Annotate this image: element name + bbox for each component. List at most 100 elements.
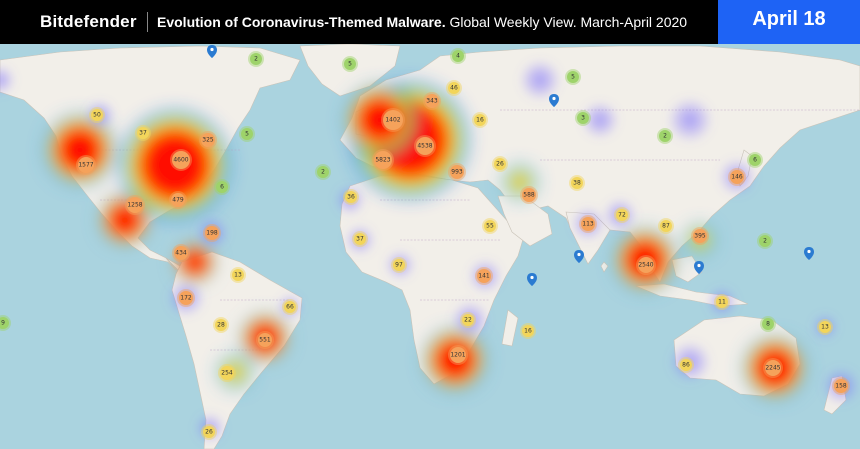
cluster-marker-dot[interactable]: [232, 269, 244, 281]
cluster-marker-dot[interactable]: [216, 181, 228, 193]
cluster-marker-dot[interactable]: [522, 325, 534, 337]
cluster-marker[interactable]: 158: [832, 377, 850, 395]
cluster-marker[interactable]: 72: [614, 207, 630, 223]
location-pins[interactable]: [207, 45, 814, 286]
cluster-marker[interactable]: 50: [89, 107, 105, 123]
cluster-marker[interactable]: 5823: [372, 149, 394, 171]
cluster-marker[interactable]: 36: [343, 189, 359, 205]
cluster-marker[interactable]: 5: [342, 56, 358, 72]
cluster-marker[interactable]: 2540: [636, 255, 656, 275]
cluster-marker[interactable]: 97: [391, 257, 407, 273]
cluster-marker-dot[interactable]: [834, 379, 848, 393]
cluster-marker-dot[interactable]: [477, 269, 491, 283]
cluster-marker-dot[interactable]: [171, 193, 185, 207]
cluster-marker[interactable]: 4538: [414, 135, 436, 157]
cluster-marker[interactable]: 343: [423, 92, 441, 110]
cluster-marker[interactable]: 55: [482, 218, 498, 234]
cluster-marker[interactable]: 87: [658, 218, 674, 234]
cluster-marker-dot[interactable]: [172, 151, 190, 169]
cluster-marker[interactable]: 113: [579, 215, 597, 233]
cluster-marker[interactable]: 28: [213, 317, 229, 333]
cluster-marker[interactable]: 37: [135, 125, 151, 141]
cluster-marker-dot[interactable]: [581, 217, 595, 231]
cluster-marker-dot[interactable]: [374, 151, 392, 169]
cluster-marker-dot[interactable]: [354, 233, 366, 245]
cluster-marker[interactable]: 16: [520, 323, 536, 339]
cluster-marker-dot[interactable]: [241, 128, 253, 140]
cluster-marker-dot[interactable]: [205, 226, 219, 240]
cluster-marker-dot[interactable]: [91, 109, 103, 121]
map-pin-icon[interactable]: [527, 273, 537, 286]
cluster-marker-dot[interactable]: [393, 259, 405, 271]
cluster-marker[interactable]: 3: [575, 110, 591, 126]
cluster-marker-dot[interactable]: [462, 314, 474, 326]
cluster-marker-dot[interactable]: [220, 366, 234, 380]
cluster-marker[interactable]: 993: [448, 163, 466, 181]
world-map[interactable]: 1402343453858239934600325157712584792540…: [0, 44, 860, 449]
cluster-marker-dot[interactable]: [78, 157, 94, 173]
map-pin-icon[interactable]: [804, 247, 814, 260]
cluster-marker[interactable]: 38: [569, 175, 585, 191]
cluster-marker[interactable]: 254: [218, 364, 236, 382]
cluster-marker[interactable]: 2: [315, 164, 331, 180]
cluster-marker-dot[interactable]: [680, 359, 692, 371]
cluster-marker[interactable]: 395: [691, 227, 709, 245]
cluster-marker[interactable]: 6: [214, 179, 230, 195]
cluster-marker-dot[interactable]: [383, 110, 403, 130]
cluster-marker[interactable]: 2245: [763, 358, 783, 378]
cluster-marker[interactable]: 588: [520, 186, 538, 204]
cluster-marker-dot[interactable]: [127, 197, 143, 213]
cluster-marker-dot[interactable]: [484, 220, 496, 232]
cluster-marker[interactable]: 434: [172, 244, 190, 262]
cluster-marker[interactable]: 325: [199, 131, 217, 149]
cluster-marker[interactable]: 2: [657, 128, 673, 144]
cluster-marker-dot[interactable]: [716, 296, 728, 308]
cluster-marker-dot[interactable]: [345, 191, 357, 203]
cluster-marker[interactable]: 16: [472, 112, 488, 128]
cluster-marker-dot[interactable]: [450, 165, 464, 179]
map-pin-icon[interactable]: [207, 45, 217, 58]
cluster-marker-dot[interactable]: [522, 188, 536, 202]
cluster-marker-dot[interactable]: [638, 257, 654, 273]
cluster-marker-dot[interactable]: [567, 71, 579, 83]
cluster-marker[interactable]: 37: [352, 231, 368, 247]
cluster-marker-dot[interactable]: [344, 58, 356, 70]
cluster-marker[interactable]: 146: [728, 168, 746, 186]
cluster-marker[interactable]: 1577: [76, 155, 96, 175]
cluster-marker-dot[interactable]: [494, 158, 506, 170]
cluster-marker[interactable]: 6: [747, 152, 763, 168]
cluster-marker[interactable]: 2: [757, 233, 773, 249]
cluster-marker[interactable]: 479: [169, 191, 187, 209]
cluster-marker[interactable]: 26: [201, 424, 217, 440]
cluster-marker-dot[interactable]: [759, 235, 771, 247]
cluster-marker-dot[interactable]: [474, 114, 486, 126]
cluster-marker-dot[interactable]: [765, 360, 781, 376]
map-pin-icon[interactable]: [549, 94, 559, 107]
cluster-marker[interactable]: 8: [760, 316, 776, 332]
cluster-marker-dot[interactable]: [201, 133, 215, 147]
cluster-marker[interactable]: 198: [203, 224, 221, 242]
cluster-marker[interactable]: 1258: [125, 195, 145, 215]
cluster-marker[interactable]: 26: [492, 156, 508, 172]
cluster-marker[interactable]: 1201: [448, 345, 468, 365]
cluster-marker-dot[interactable]: [762, 318, 774, 330]
cluster-marker[interactable]: 5: [239, 126, 255, 142]
cluster-marker-dot[interactable]: [416, 137, 434, 155]
cluster-marker[interactable]: 9: [0, 315, 11, 331]
cluster-marker-dot[interactable]: [317, 166, 329, 178]
cluster-markers[interactable]: 1402343453858239934600325157712584792540…: [0, 48, 850, 440]
cluster-marker-dot[interactable]: [258, 333, 272, 347]
cluster-marker-dot[interactable]: [0, 317, 9, 329]
cluster-marker-dot[interactable]: [730, 170, 744, 184]
cluster-marker[interactable]: 4600: [170, 149, 192, 171]
cluster-marker-dot[interactable]: [203, 426, 215, 438]
cluster-marker[interactable]: 5: [565, 69, 581, 85]
cluster-marker[interactable]: 66: [282, 299, 298, 315]
cluster-marker-dot[interactable]: [693, 229, 707, 243]
cluster-marker[interactable]: 551: [256, 331, 274, 349]
cluster-marker-dot[interactable]: [749, 154, 761, 166]
cluster-marker[interactable]: 4: [450, 48, 466, 64]
cluster-marker-dot[interactable]: [425, 94, 439, 108]
cluster-marker[interactable]: 86: [678, 357, 694, 373]
cluster-marker-dot[interactable]: [137, 127, 149, 139]
